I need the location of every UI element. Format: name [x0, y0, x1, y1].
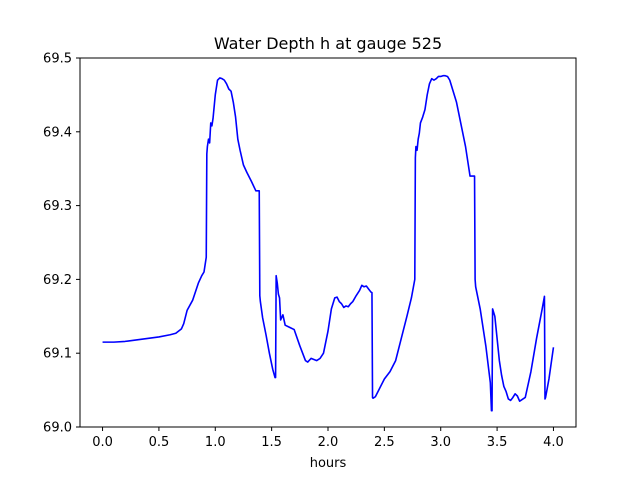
x-tick-label: 3.5 — [487, 435, 508, 450]
x-tick-label: 0.5 — [149, 435, 170, 450]
x-tick-label: 0.0 — [92, 435, 113, 450]
plot-area: 0.0 0.5 1.0 1.5 2.0 2.5 3.0 3.5 4.0 69.0 69.1 69.2… — [43, 52, 577, 450]
y-tick-label: 69.2 — [43, 273, 72, 288]
y-tick-label: 69.0 — [43, 421, 72, 436]
x-tick-label: 2.5 — [374, 435, 395, 450]
x-axis-label: hours — [310, 456, 347, 471]
y-tick-label: 69.4 — [43, 125, 72, 140]
series-layer — [102, 74, 555, 412]
y-axis: 69.0 69.1 69.2 69.3 69.4 69.5 — [43, 52, 80, 436]
x-tick-label: 2.0 — [318, 435, 339, 450]
x-axis: 0.0 0.5 1.0 1.5 2.0 2.5 3.0 3.5 4.0 — [92, 427, 564, 450]
y-tick-label: 69.3 — [43, 199, 72, 214]
series-line — [102, 74, 555, 412]
y-tick-label: 69.1 — [43, 347, 72, 362]
x-tick-label: 4.0 — [543, 435, 564, 450]
x-tick-label: 3.0 — [430, 435, 451, 450]
y-tick-label: 69.5 — [43, 52, 72, 67]
x-tick-label: 1.5 — [261, 435, 282, 450]
x-tick-label: 1.0 — [205, 435, 226, 450]
chart-title: Water Depth h at gauge 525 — [214, 34, 442, 53]
